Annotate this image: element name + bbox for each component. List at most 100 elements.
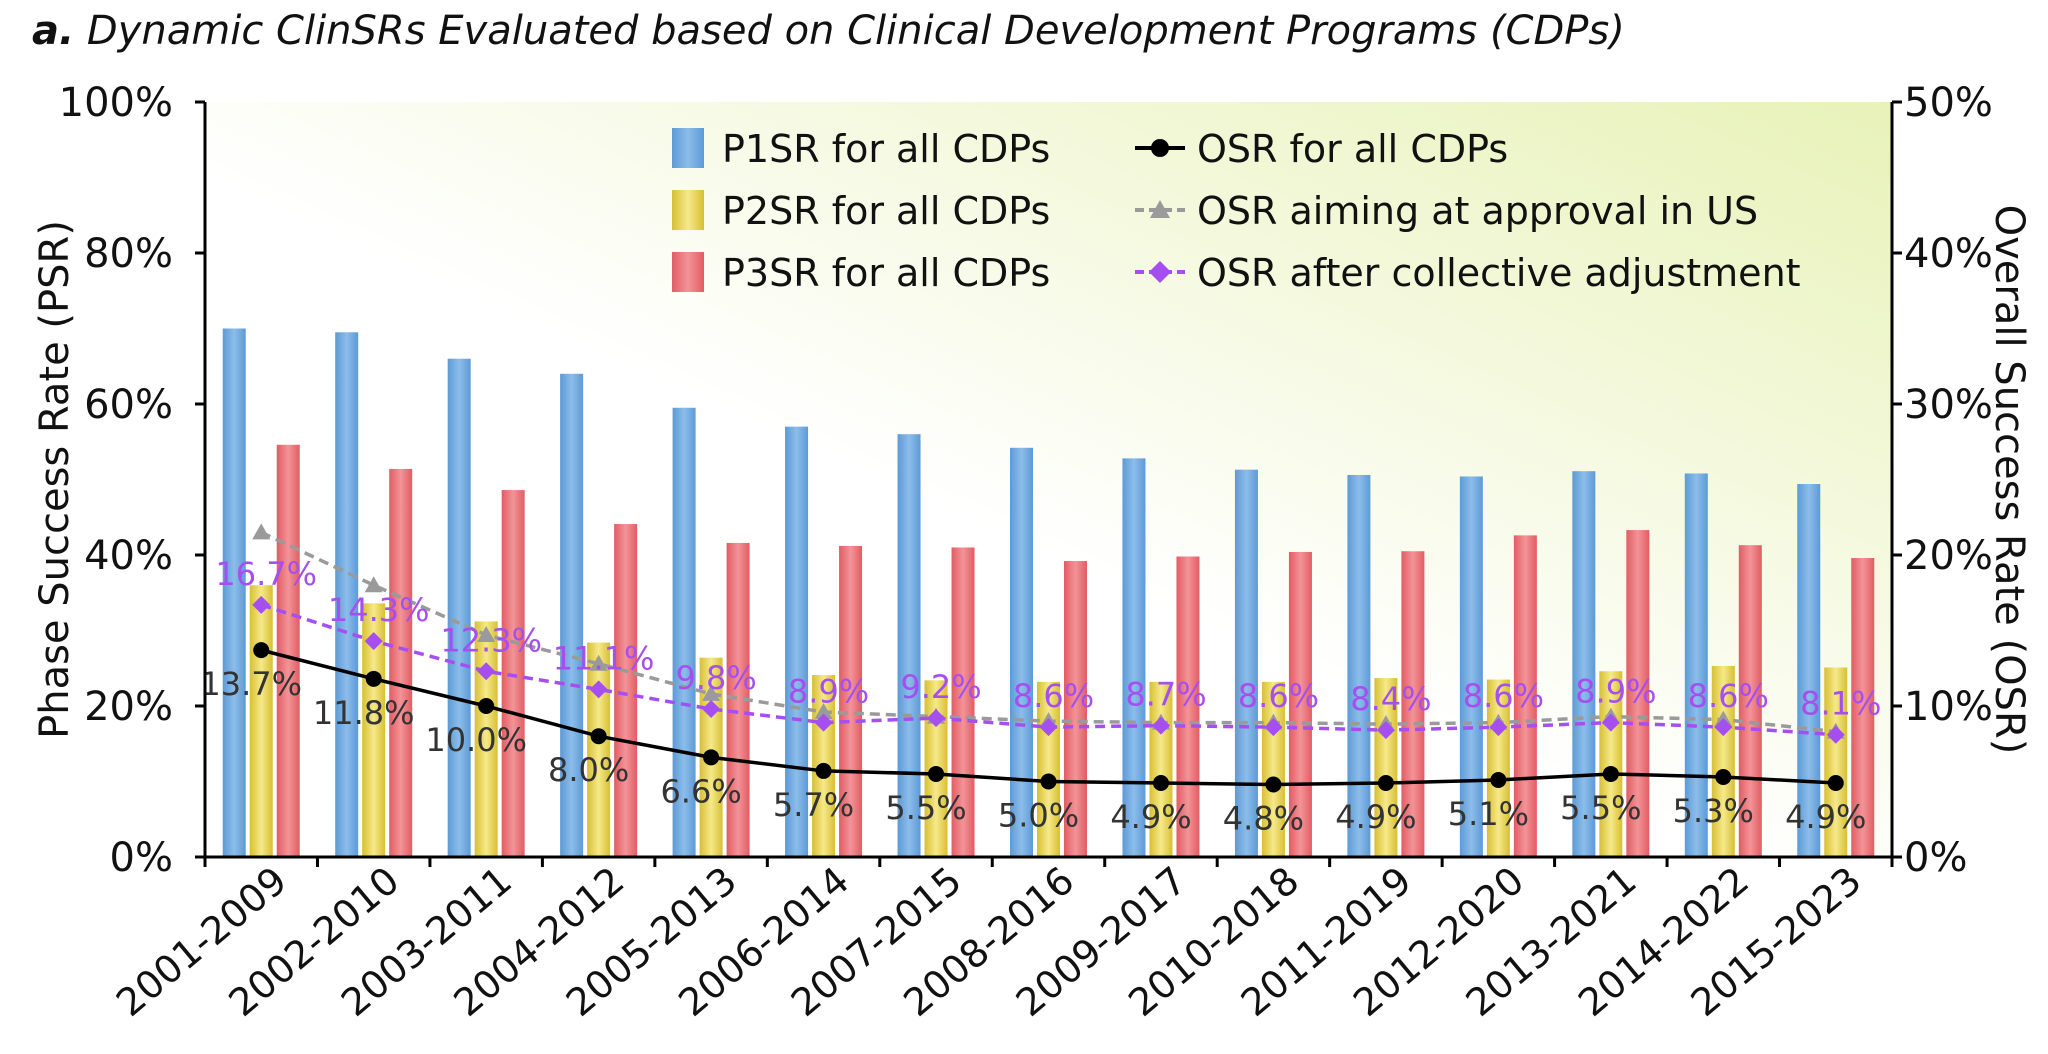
bar-2-2011-2019 — [1374, 678, 1398, 857]
osr-adjusted-data-label: 8.4% — [1350, 680, 1431, 718]
left-tick-label: 20% — [84, 684, 173, 730]
left-tick-label: 0% — [110, 835, 173, 881]
osr-us-point — [364, 576, 383, 593]
osr-adjusted-point — [1039, 718, 1058, 737]
osr-data-label: 4.9% — [1110, 798, 1191, 836]
bar-3-2010-2018 — [1288, 551, 1312, 857]
osr-adjusted-point — [252, 595, 271, 614]
osr-point — [1602, 765, 1619, 782]
legend-swatch-bar — [672, 252, 704, 292]
left-tick-label: 60% — [84, 382, 173, 428]
osr-adjusted-data-label: 16.7% — [215, 555, 317, 593]
osr-us-point — [589, 654, 608, 671]
panel-label: a. — [32, 8, 75, 54]
bar-2-2003-2011 — [474, 621, 498, 857]
bar-1-2004-2012 — [560, 373, 584, 857]
osr-adjusted-data-label: 9.8% — [675, 659, 756, 697]
legend-swatch-bar — [672, 190, 704, 230]
osr-adjusted-point — [364, 632, 383, 651]
osr-us-point — [702, 684, 721, 701]
osr-data-label: 5.1% — [1448, 795, 1529, 833]
osr-adjusted-point — [1376, 721, 1395, 740]
osr-adjusted-point — [1264, 718, 1283, 737]
osr-data-label: 6.6% — [660, 772, 741, 810]
osr-adjusted-point — [477, 662, 496, 681]
osr-adjusted-data-label: 14.3% — [328, 591, 430, 629]
osr-adjusted-data-label: 11.1% — [553, 639, 655, 677]
osr-adjusted-data-label: 8.6% — [1238, 677, 1319, 715]
osr-data-label: 10.0% — [425, 721, 527, 759]
osr-point — [928, 765, 945, 782]
bar-2-2015-2023 — [1824, 667, 1848, 857]
osr-adjusted-data-label: 12.3% — [440, 621, 542, 659]
right-tick-label: 30% — [1904, 382, 1993, 428]
bar-1-2002-2010 — [335, 332, 359, 857]
right-tick-label: 20% — [1904, 533, 1993, 579]
osr-point — [478, 698, 495, 714]
osr-data-label: 13.7% — [200, 665, 302, 703]
right-tick-label: 0% — [1904, 835, 1967, 881]
osr-point — [1265, 776, 1282, 793]
osr-adjusted-data-label: 8.7% — [1125, 676, 1206, 714]
bar-1-2012-2020 — [1459, 476, 1483, 857]
bar-3-2004-2012 — [614, 524, 638, 857]
bar-1-2008-2016 — [1010, 447, 1033, 857]
chart-title: a. Dynamic ClinSRs Evaluated based on Cl… — [32, 8, 1625, 54]
osr-point — [253, 642, 270, 659]
bar-2-2004-2012 — [587, 642, 611, 857]
osr-us-point — [477, 626, 496, 643]
osr-data-label: 5.7% — [773, 786, 854, 824]
osr-point — [1715, 768, 1732, 785]
osr-adjusted-point — [1714, 718, 1733, 737]
osr-data-label: 4.9% — [1785, 798, 1866, 836]
osr-data-label: 5.0% — [998, 797, 1079, 835]
right-tick-label: 40% — [1904, 231, 1993, 277]
bar-1-2014-2022 — [1684, 473, 1708, 857]
osr-adjusted-point — [1826, 725, 1845, 744]
bar-2-2013-2021 — [1599, 671, 1623, 857]
bar-1-2005-2013 — [672, 407, 696, 857]
osr-adjusted-point — [814, 713, 833, 732]
osr-adjusted-data-label: 8.6% — [1013, 677, 1094, 715]
bar-1-2007-2015 — [897, 434, 921, 857]
osr-us-point — [252, 523, 271, 540]
osr-point — [703, 749, 720, 766]
osr-adjusted-point — [1489, 718, 1508, 737]
osr-point — [1377, 775, 1394, 792]
bar-3-2007-2015 — [951, 547, 975, 857]
bar-3-2015-2023 — [1851, 558, 1875, 857]
osr-point — [1040, 773, 1057, 790]
left-tick-label: 100% — [59, 80, 173, 126]
osr-point — [815, 762, 832, 779]
osr-data-label: 4.8% — [1223, 800, 1304, 838]
osr-data-label: 11.8% — [313, 694, 415, 732]
bar-1-2003-2011 — [447, 358, 471, 857]
osr-adjusted-point — [1601, 713, 1620, 732]
osr-adjusted-data-label: 8.6% — [1463, 677, 1544, 715]
legend-label: OSR aiming at approval in US — [1197, 189, 1758, 233]
legend-marker-diamond — [1149, 261, 1171, 283]
right-tick-label: 50% — [1904, 80, 1993, 126]
osr-adjusted-data-label: 8.1% — [1800, 685, 1881, 723]
legend-label: OSR for all CDPs — [1197, 127, 1508, 171]
legend-marker-triangle — [1150, 200, 1170, 218]
left-tick-label: 80% — [84, 231, 173, 277]
osr-adjusted-data-label: 8.9% — [788, 673, 869, 711]
left-tick-label: 40% — [84, 533, 173, 579]
osr-data-label: 5.5% — [885, 789, 966, 827]
y-axis-title-left: Phase Success Rate (PSR) — [32, 220, 78, 739]
legend-label: OSR after collective adjustment — [1197, 251, 1801, 295]
bar-1-2011-2019 — [1347, 474, 1371, 857]
bar-1-2015-2023 — [1797, 484, 1821, 857]
osr-point — [1152, 775, 1169, 792]
osr-adjusted-data-label: 8.9% — [1575, 673, 1656, 711]
bar-3-2002-2010 — [389, 468, 413, 857]
osr-data-label: 5.3% — [1673, 792, 1754, 830]
osr-adjusted-point — [927, 709, 946, 728]
legend-swatch-bar — [672, 128, 704, 168]
chart-title-text: Dynamic ClinSRs Evaluated based on Clini… — [86, 8, 1625, 54]
right-tick-label: 10% — [1904, 684, 1993, 730]
osr-adjusted-point — [702, 700, 721, 719]
osr-point — [590, 728, 607, 745]
